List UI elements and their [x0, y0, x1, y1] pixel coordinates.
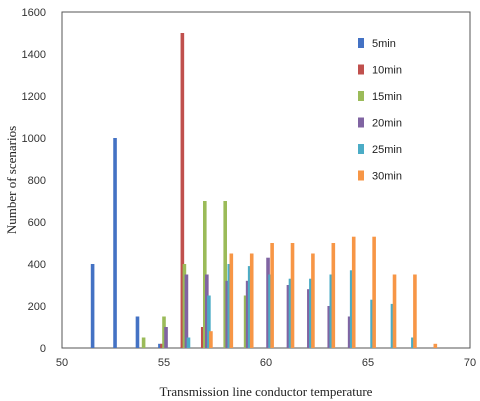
- bar-5min-2: [135, 316, 140, 348]
- bar-20min-9: [347, 316, 352, 348]
- legend-label-15min: 15min: [372, 91, 402, 103]
- bar-30min-2: [249, 253, 254, 348]
- legend-label-25min: 25min: [372, 144, 402, 156]
- legend-swatch-20min: [358, 117, 364, 128]
- bar-25min-4: [268, 274, 272, 348]
- bar-30min-6: [331, 243, 336, 348]
- legend-label-5min: 5min: [372, 38, 396, 50]
- legend-swatch-30min: [358, 170, 364, 181]
- bar-5min-0: [90, 264, 95, 348]
- x-tick-label: 60: [260, 357, 272, 369]
- x-tick-label: 55: [158, 357, 170, 369]
- bar-30min-10: [413, 274, 417, 348]
- legend-label-30min: 30min: [372, 171, 402, 183]
- plot-border: [61, 11, 471, 349]
- bar-20min-8: [327, 306, 332, 348]
- bar-15min-3: [203, 201, 207, 348]
- x-axis-ticks: 50 55 60 65 70: [56, 357, 476, 369]
- bar-25min-10: [390, 303, 395, 348]
- bar-25min-11: [411, 337, 415, 348]
- bar-30min-9: [392, 274, 397, 348]
- bar-25min-7: [329, 274, 334, 348]
- bar-20min-5: [266, 257, 270, 348]
- bar-30min-4: [290, 243, 295, 348]
- bar-20min-4: [245, 280, 250, 348]
- bar-30min-7: [351, 236, 356, 348]
- bar-30min-5: [311, 253, 315, 348]
- bar-20min-0: [164, 327, 168, 348]
- x-tick-label: 65: [362, 357, 374, 369]
- legend-swatch-25min: [358, 144, 364, 154]
- legend-swatch-10min: [358, 64, 364, 75]
- x-axis-title: Transmission line conductor temperature: [160, 384, 373, 399]
- x-tick-label: 70: [464, 357, 476, 369]
- legend-label-20min: 20min: [372, 118, 402, 130]
- plot-area: [61, 11, 471, 349]
- y-tick-label: 1200: [22, 91, 46, 103]
- bar-20min-7: [307, 289, 311, 348]
- bar-25min-1: [207, 295, 211, 348]
- bar-15min-4: [223, 201, 227, 348]
- bar-25min-3: [247, 266, 252, 348]
- legend-swatch-15min: [358, 91, 364, 101]
- bar-10min-1: [180, 33, 185, 348]
- bar-25min-9: [370, 299, 374, 348]
- bar-30min-1: [229, 253, 234, 348]
- y-tick-label: 1400: [22, 49, 46, 61]
- bar-25min-6: [309, 278, 313, 348]
- bar-25min-8: [349, 270, 354, 348]
- bar-25min-2: [227, 264, 232, 348]
- bar-10min-0: [160, 343, 164, 348]
- x-tick-label: 50: [56, 357, 68, 369]
- y-tick-label: 400: [28, 259, 46, 271]
- bar-30min-11: [433, 343, 438, 348]
- y-tick-label: 600: [28, 217, 46, 229]
- y-axis-ticks: 0 200 400 600 800 1000 1200 1400 1600: [22, 7, 46, 355]
- bar-20min-1: [184, 274, 189, 348]
- y-tick-label: 800: [28, 175, 46, 187]
- legend: 5min 10min 15min 20min 25min 30min: [358, 38, 402, 183]
- bar-25min-0: [186, 337, 191, 348]
- bar-10min-2: [200, 327, 205, 348]
- bar-15min-2: [182, 264, 187, 348]
- y-tick-label: 1600: [22, 7, 46, 19]
- bar-15min-1: [162, 316, 166, 348]
- y-tick-label: 200: [28, 301, 46, 313]
- bar-20min-6: [286, 285, 291, 348]
- bar-5min-1: [113, 138, 117, 348]
- y-tick-label: 1000: [22, 133, 46, 145]
- bar-15min-0: [141, 337, 146, 348]
- bar-30min-3: [270, 243, 274, 348]
- bar-20min-2: [205, 274, 209, 348]
- y-tick-label: 0: [40, 343, 46, 355]
- y-axis-title: Number of scenarios: [4, 126, 19, 234]
- bar-20min-3: [225, 280, 230, 348]
- bar-layer: [90, 33, 438, 348]
- bar-25min-5: [288, 278, 293, 348]
- bar-5min-3: [158, 343, 162, 348]
- bar-30min-8: [372, 236, 376, 348]
- legend-label-10min: 10min: [372, 65, 402, 77]
- bar-30min-0: [209, 331, 213, 348]
- bar-15min-5: [243, 295, 248, 348]
- legend-swatch-5min: [358, 38, 364, 48]
